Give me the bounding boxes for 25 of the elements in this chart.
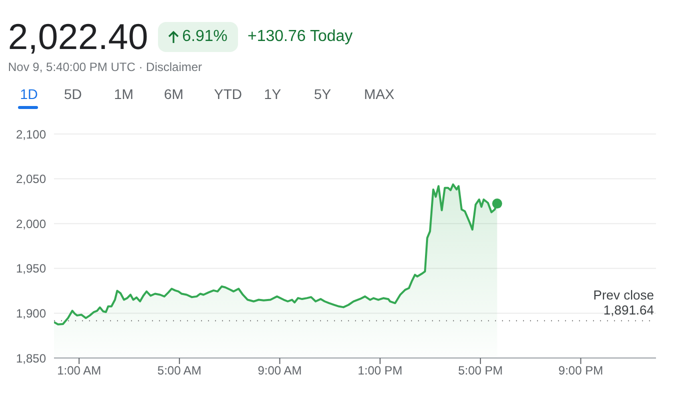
chart-title: 2,022.40 [8, 16, 148, 58]
text: 6.91% [158, 22, 238, 52]
y-tick-label: 1,900 [16, 306, 46, 320]
text: MAX [363, 86, 396, 102]
x-tick-label: 5:00 PM [458, 364, 503, 378]
ref-line-label: Prev close 1,891.64 [593, 288, 654, 318]
text: 1Y [263, 86, 282, 102]
x-tick-label: 1:00 AM [57, 364, 102, 378]
text: +130.76 Today [248, 28, 353, 46]
chart-subtitle: Nov 9, 5:40:00 PM UTC · Disclaimer [8, 60, 204, 74]
y-tick-label: 2,050 [16, 172, 46, 186]
x-tick-label: 5:00 AM [157, 364, 202, 378]
text: 1D [19, 86, 39, 102]
x-tick-label: 1:00 PM [358, 364, 402, 378]
y-tick-label: 1,950 [16, 262, 46, 276]
text: YTD [213, 86, 243, 102]
y-tick-label: 1,850 [16, 351, 46, 366]
x-tick-label: 9:00 AM [258, 364, 302, 378]
text: 6M [163, 86, 184, 102]
x-tick-label: 9:00 PM [558, 364, 604, 378]
y-tick-label: 2,100 [16, 127, 46, 142]
y-tick-label: 2,000 [16, 216, 46, 231]
text: 5D [63, 86, 83, 102]
text: 5Y [313, 86, 332, 102]
text: 1M [113, 86, 134, 102]
